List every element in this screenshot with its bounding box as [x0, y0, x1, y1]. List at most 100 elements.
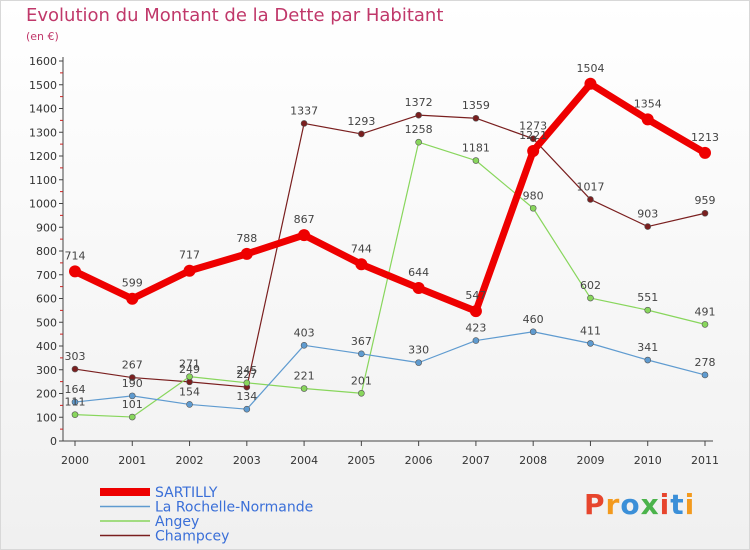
data-point-champcey — [472, 114, 480, 122]
data-point-sartilly — [298, 229, 311, 242]
y-tick-label: 0 — [50, 435, 57, 448]
data-label-champcey: 1359 — [462, 99, 490, 112]
data-point-sartilly — [126, 292, 139, 305]
x-tick-label: 2000 — [61, 454, 89, 467]
data-point-la-rochelle-normande — [587, 340, 594, 347]
data-point-champcey — [415, 111, 422, 119]
data-point-champcey — [128, 374, 136, 381]
data-point-sartilly — [183, 264, 196, 277]
x-tick-label: 2007 — [462, 454, 490, 467]
data-label-angey: 245 — [236, 364, 257, 377]
y-tick-label: 700 — [36, 269, 57, 282]
logo-letter: P — [584, 488, 606, 521]
x-tick-label: 2008 — [519, 454, 547, 467]
y-tick-label: 1500 — [29, 79, 57, 92]
legend-label-champcey: Champcey — [155, 529, 229, 545]
x-tick-label: 2011 — [691, 454, 719, 467]
data-label-champcey: 249 — [179, 363, 200, 376]
chart-title: Evolution du Montant de la Dette par Hab… — [26, 5, 444, 26]
data-label-la-rochelle-normande: 341 — [637, 341, 658, 354]
y-tick-label: 1000 — [29, 198, 57, 211]
data-label-champcey: 303 — [65, 350, 86, 363]
data-label-sartilly: 744 — [351, 242, 372, 255]
data-label-champcey: 1017 — [576, 180, 604, 193]
legend-label-la-rochelle-normande: La Rochelle-Normande — [155, 500, 313, 516]
data-label-angey: 201 — [351, 374, 372, 387]
data-label-champcey: 267 — [122, 359, 143, 372]
x-tick-label: 2001 — [118, 454, 146, 467]
y-tick-label: 800 — [36, 245, 57, 258]
x-tick-label: 2010 — [634, 454, 662, 467]
data-point-champcey — [644, 223, 652, 230]
data-label-angey: 602 — [580, 279, 601, 292]
data-label-angey: 1258 — [405, 123, 433, 136]
logo-letter: x — [640, 488, 660, 521]
data-point-la-rochelle-normande — [701, 371, 709, 379]
logo-letter: i — [659, 488, 671, 521]
data-point-angey — [415, 138, 422, 146]
data-point-champcey — [587, 196, 594, 203]
y-tick-label: 200 — [36, 388, 57, 401]
data-point-angey — [472, 157, 480, 164]
data-label-angey: 551 — [637, 291, 658, 304]
data-point-sartilly — [527, 145, 540, 158]
data-label-champcey: 1293 — [347, 115, 375, 128]
data-label-la-rochelle-normande: 411 — [580, 324, 601, 337]
y-tick-label: 1300 — [29, 126, 57, 139]
data-point-angey — [71, 411, 79, 418]
series-line-champcey — [74, 114, 706, 388]
data-point-champcey — [529, 135, 537, 142]
data-label-sartilly: 717 — [179, 249, 200, 262]
series-line-sartilly — [71, 80, 709, 315]
y-tick-label: 600 — [36, 293, 57, 306]
data-label-la-rochelle-normande: 367 — [351, 335, 372, 348]
data-point-angey — [644, 306, 652, 314]
series-line-la-rochelle-normande — [74, 331, 706, 410]
data-label-champcey: 227 — [236, 368, 257, 381]
data-label-sartilly: 599 — [122, 277, 143, 290]
data-label-la-rochelle-normande: 134 — [236, 390, 257, 403]
data-point-angey — [701, 321, 709, 328]
data-label-sartilly: 1213 — [691, 131, 719, 144]
data-point-la-rochelle-normande — [644, 356, 652, 364]
data-label-sartilly: 788 — [236, 232, 257, 245]
data-label-sartilly: 547 — [465, 289, 486, 302]
data-point-champcey — [71, 365, 79, 373]
data-label-angey: 221 — [294, 370, 315, 383]
data-label-angey: 271 — [179, 358, 200, 371]
y-tick-label: 1600 — [29, 55, 57, 68]
data-point-angey — [587, 294, 594, 302]
data-label-champcey: 1372 — [405, 96, 433, 109]
data-label-angey: 111 — [65, 396, 86, 409]
data-point-angey — [243, 379, 251, 387]
data-label-sartilly: 714 — [65, 249, 86, 262]
data-label-champcey: 1273 — [519, 120, 547, 133]
data-point-la-rochelle-normande — [415, 359, 422, 366]
data-point-angey — [128, 413, 136, 421]
data-point-la-rochelle-normande — [529, 328, 537, 336]
y-tick-label: 100 — [36, 411, 57, 424]
data-label-sartilly: 644 — [408, 266, 429, 279]
data-point-la-rochelle-normande — [243, 405, 251, 413]
data-point-sartilly — [469, 305, 482, 318]
data-point-champcey — [300, 120, 308, 127]
data-label-sartilly: 1354 — [634, 97, 662, 110]
data-label-la-rochelle-normande: 190 — [122, 377, 143, 390]
data-label-sartilly: 867 — [294, 213, 315, 226]
data-point-la-rochelle-normande — [71, 398, 79, 406]
y-tick-label: 1400 — [29, 103, 57, 116]
logo-letter: o — [620, 488, 641, 521]
data-label-champcey: 959 — [695, 194, 716, 207]
legend-label-sartilly: SARTILLY — [155, 485, 218, 501]
proxiti-logo: Proxiti — [584, 488, 695, 521]
data-label-la-rochelle-normande: 460 — [523, 313, 544, 326]
logo-letter: r — [605, 488, 621, 521]
data-label-la-rochelle-normande: 423 — [465, 322, 486, 335]
data-point-sartilly — [641, 113, 654, 126]
data-point-angey — [300, 385, 308, 392]
x-tick-label: 2006 — [405, 454, 433, 467]
logo-letter: i — [684, 488, 696, 521]
data-point-angey — [358, 389, 365, 397]
data-point-la-rochelle-normande — [300, 341, 308, 349]
